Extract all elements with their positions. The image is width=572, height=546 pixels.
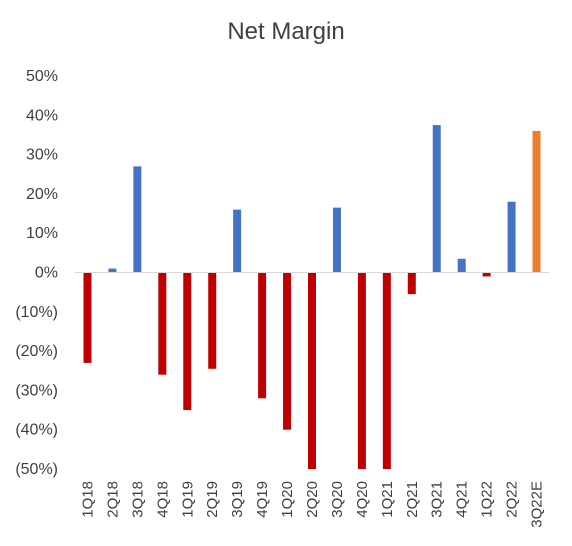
x-tick-label: 2Q20	[304, 481, 321, 518]
x-tick-label: 1Q22	[479, 481, 496, 518]
bar-1q21	[382, 272, 391, 469]
y-tick-label: (50%)	[15, 461, 58, 478]
y-tick-label: 30%	[26, 147, 58, 164]
bars	[83, 125, 541, 469]
bar-2q21	[407, 272, 416, 295]
bar-4q21	[457, 258, 466, 273]
x-axis-ticks: 1Q18 2Q18 3Q18 4Q18 1Q19 2Q19 3Q19 4Q19 1Q20 2Q20…	[79, 481, 545, 528]
bar-2q22	[507, 201, 516, 273]
chart-title: Net Margin	[227, 18, 345, 45]
x-tick-label: 2Q22	[504, 481, 521, 518]
bar-3q21	[432, 125, 441, 273]
x-tick-label: 3Q21	[429, 481, 446, 518]
x-tick-label: 2Q19	[204, 481, 221, 518]
bar-2q18	[108, 268, 117, 273]
bar-1q22	[482, 272, 491, 277]
y-tick-label: 50%	[26, 68, 58, 85]
bar-1q18	[83, 272, 92, 363]
x-tick-label: 2Q21	[404, 481, 421, 518]
y-tick-label: 10%	[26, 225, 58, 242]
y-tick-label: (10%)	[15, 304, 58, 321]
x-tick-label: 4Q20	[354, 481, 371, 518]
x-tick-label: 1Q21	[379, 481, 396, 518]
y-axis-ticks: 50% 40% 30% 20% 10% 0% (10%) (20%) (30%) (40%) (50…	[15, 68, 58, 478]
x-tick-label: 1Q20	[279, 481, 296, 518]
x-tick-label: 4Q19	[254, 481, 271, 518]
bar-3q20	[332, 207, 341, 273]
y-tick-label: 20%	[26, 186, 58, 203]
bar-4q19	[258, 272, 267, 399]
x-tick-label: 1Q18	[79, 481, 96, 518]
y-tick-label: 0%	[35, 265, 58, 282]
x-tick-label: 1Q19	[179, 481, 196, 518]
bar-4q18	[158, 272, 167, 375]
y-tick-label: 40%	[26, 107, 58, 124]
x-tick-label: 3Q18	[129, 481, 146, 518]
bar-3q19	[233, 209, 242, 273]
bar-4q20	[357, 272, 366, 469]
bar-3q18	[133, 166, 142, 273]
x-tick-label: 3Q22E	[529, 481, 546, 528]
bar-1q20	[283, 272, 292, 430]
y-tick-label: (40%)	[15, 422, 58, 439]
x-tick-label: 4Q21	[454, 481, 471, 518]
y-tick-label: (30%)	[15, 382, 58, 399]
bar-2q19	[208, 272, 217, 369]
bar-3q22e	[532, 131, 541, 273]
bar-2q20	[308, 272, 316, 469]
x-tick-label: 4Q18	[154, 481, 171, 518]
y-tick-label: (20%)	[15, 343, 58, 360]
bar-1q19	[183, 272, 192, 411]
x-tick-label: 3Q20	[329, 481, 346, 518]
x-tick-label: 3Q19	[229, 481, 246, 518]
x-tick-label: 2Q18	[104, 481, 121, 518]
